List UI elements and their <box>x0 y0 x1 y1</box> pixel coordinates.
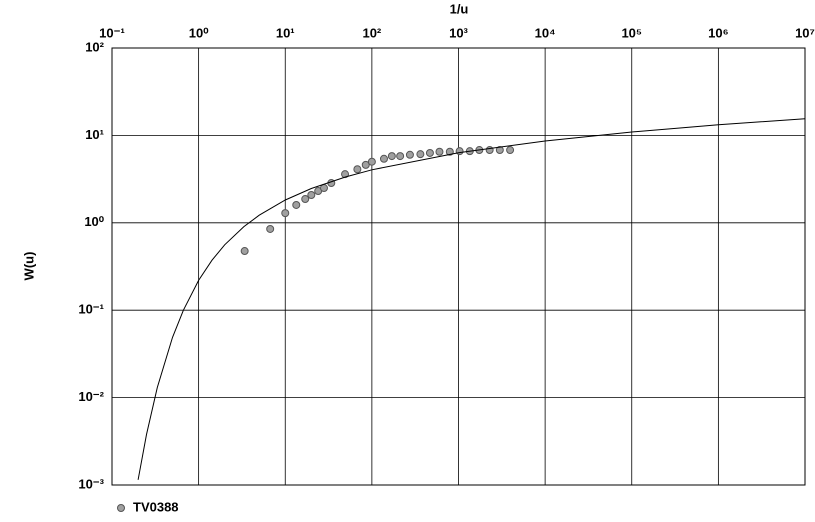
x-tick-label: 10³ <box>449 25 468 40</box>
data-point <box>292 200 301 209</box>
data-point <box>361 160 370 169</box>
x-tick-label: 10⁵ <box>621 25 642 40</box>
data-point <box>455 147 464 156</box>
data-point <box>353 165 362 174</box>
x-axis-label: 1/u <box>450 1 469 16</box>
x-tick-label: 10⁻¹ <box>99 25 125 40</box>
y-tick-label: 10⁻² <box>78 389 104 404</box>
data-point <box>405 150 414 159</box>
plot-frame <box>111 47 806 486</box>
x-tick-label: 10⁶ <box>708 25 728 40</box>
x-tick-label: 10⁴ <box>535 25 556 40</box>
y-tick-label: 10² <box>85 39 104 54</box>
data-point <box>485 146 494 155</box>
data-point <box>506 146 515 155</box>
data-point <box>240 247 249 256</box>
data-point <box>301 195 310 204</box>
data-point <box>425 148 434 157</box>
y-axis-label: W(u) <box>21 252 36 281</box>
legend-marker <box>117 504 125 512</box>
legend-label: TV0388 <box>133 499 179 514</box>
data-point <box>379 154 388 163</box>
y-tick-label: 10⁻¹ <box>78 302 104 317</box>
data-point <box>387 152 396 161</box>
y-tick-label: 10⁻³ <box>78 476 104 491</box>
data-point <box>416 150 425 159</box>
data-point <box>307 191 316 200</box>
x-tick-label: 10¹ <box>276 25 295 40</box>
data-point <box>445 147 454 156</box>
data-point <box>396 152 405 161</box>
x-tick-label: 10⁰ <box>189 25 209 40</box>
x-tick-label: 10² <box>362 25 381 40</box>
theis-curve <box>137 118 806 480</box>
data-point <box>281 209 290 218</box>
data-point <box>435 147 444 156</box>
y-tick-label: 10¹ <box>85 127 104 142</box>
data-point <box>495 146 504 155</box>
y-tick-label: 10⁰ <box>84 214 104 229</box>
data-point <box>367 157 376 166</box>
data-point <box>266 224 275 233</box>
x-tick-label: 10⁷ <box>795 25 815 40</box>
